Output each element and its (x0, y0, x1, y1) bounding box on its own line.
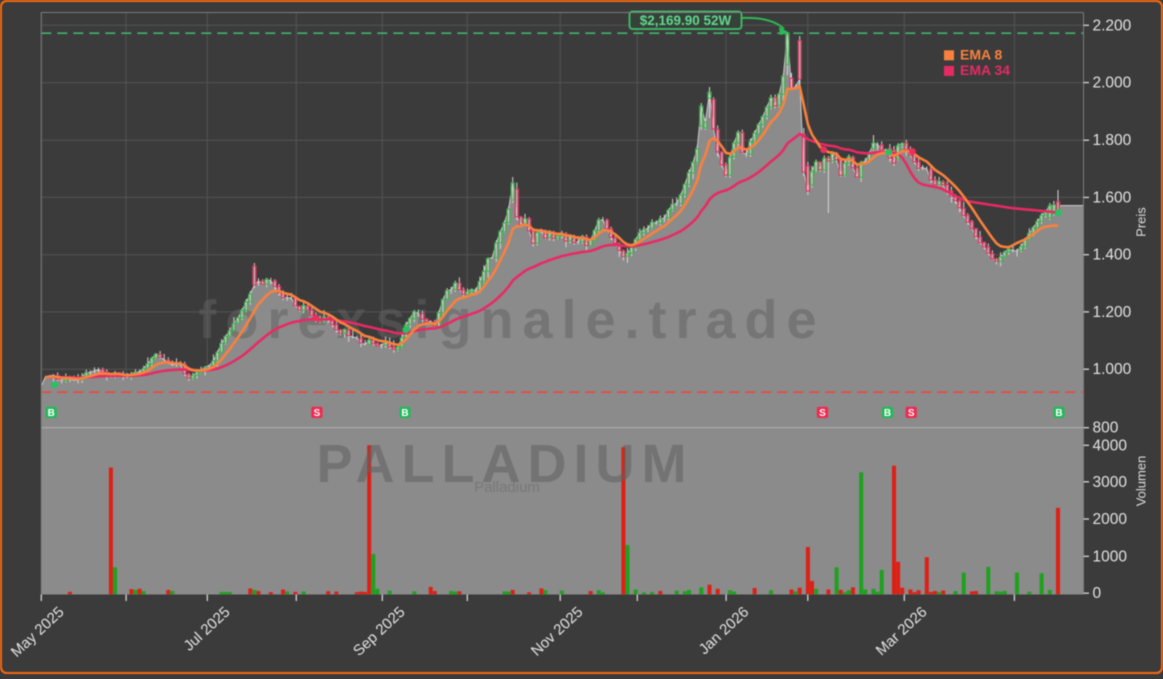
svg-text:S: S (314, 408, 321, 419)
svg-text:2.000: 2.000 (1093, 75, 1132, 92)
svg-text:1.400: 1.400 (1093, 247, 1132, 264)
svg-text:2000: 2000 (1093, 511, 1128, 528)
svg-text:1.200: 1.200 (1093, 304, 1132, 321)
svg-text:1.000: 1.000 (1093, 361, 1132, 378)
svg-text:1.800: 1.800 (1093, 132, 1132, 149)
svg-text:EMA 8: EMA 8 (960, 47, 1002, 63)
svg-text:1.600: 1.600 (1093, 189, 1132, 206)
svg-text:B: B (884, 408, 891, 419)
svg-text:forexsignale.trade: forexsignale.trade (198, 290, 825, 350)
svg-text:Preis: Preis (1134, 207, 1149, 237)
svg-text:EMA 34: EMA 34 (960, 62, 1010, 78)
svg-text:S: S (819, 408, 826, 419)
svg-text:4000: 4000 (1093, 437, 1128, 454)
svg-text:$2,169.90 52W: $2,169.90 52W (640, 13, 732, 28)
svg-text:S: S (908, 408, 915, 419)
svg-text:B: B (1055, 408, 1062, 419)
svg-text:0: 0 (1093, 585, 1102, 602)
svg-text:Palladium: Palladium (474, 479, 540, 496)
svg-text:1000: 1000 (1093, 548, 1128, 565)
svg-text:Volumen: Volumen (1134, 456, 1149, 507)
svg-text:B: B (48, 408, 55, 419)
svg-text:PALLADIUM: PALLADIUM (317, 434, 694, 494)
svg-text:3000: 3000 (1093, 474, 1128, 491)
svg-text:2.200: 2.200 (1093, 17, 1132, 34)
svg-text:800: 800 (1093, 420, 1119, 437)
svg-text:B: B (401, 408, 408, 419)
